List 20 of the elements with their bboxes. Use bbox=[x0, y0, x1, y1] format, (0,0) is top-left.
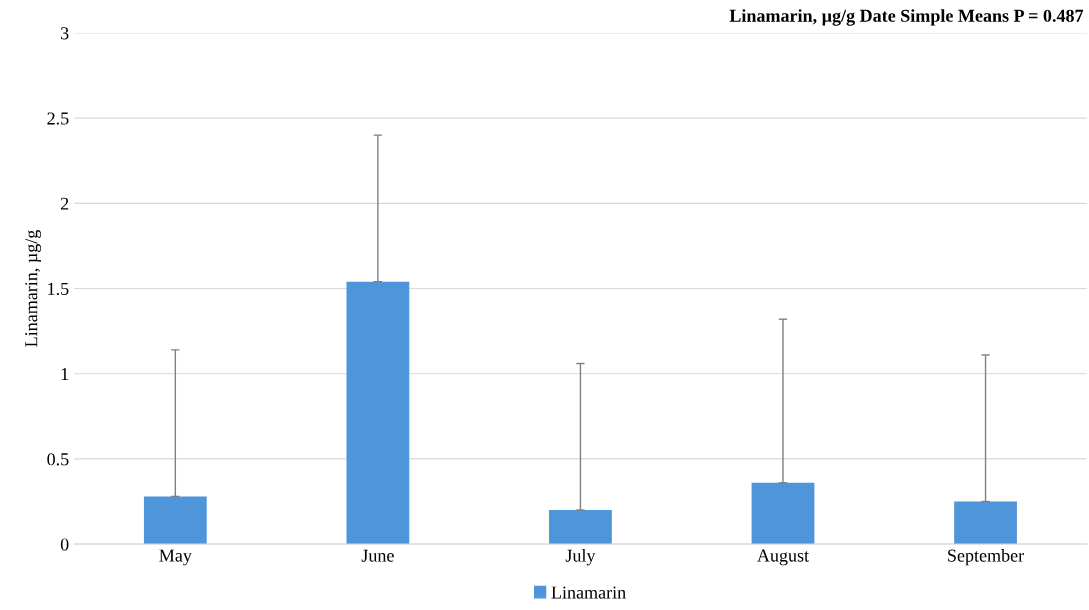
x-tick-label: June bbox=[361, 549, 394, 562]
y-tick-label: 2 bbox=[60, 197, 69, 210]
x-tick-label: August bbox=[757, 549, 809, 566]
bar bbox=[954, 501, 1017, 545]
x-tick-label: September bbox=[948, 548, 1024, 566]
bar bbox=[549, 510, 612, 545]
bar bbox=[143, 496, 207, 545]
y-axis-title: Linamarin, µg/g bbox=[25, 230, 42, 347]
x-tick-label: May bbox=[159, 549, 192, 566]
bar bbox=[346, 281, 410, 545]
y-tick-label: 0 bbox=[60, 538, 69, 551]
y-tick-label: 1 bbox=[61, 368, 69, 380]
legend-label: Linamarin bbox=[551, 586, 626, 599]
y-tick-label: 0.5 bbox=[47, 453, 69, 466]
x-tick-label: July bbox=[565, 548, 596, 566]
chart-title: Linamarin, µg/g Date Simple Means P = 0.487 bbox=[729, 9, 1084, 26]
y-tick-label: 1.5 bbox=[48, 282, 69, 296]
y-tick-label: 3 bbox=[61, 27, 69, 40]
y-tick-label: 2.5 bbox=[47, 112, 69, 125]
bar bbox=[751, 482, 815, 545]
